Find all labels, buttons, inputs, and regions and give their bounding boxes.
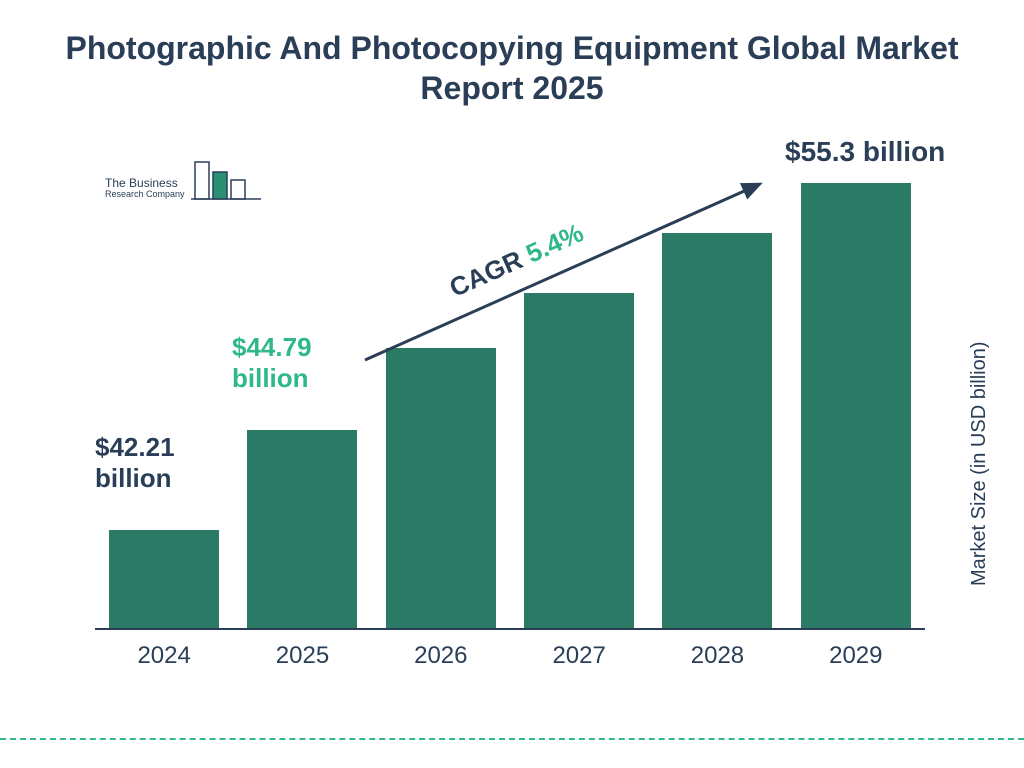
growth-arrow-icon	[0, 0, 1024, 768]
bottom-divider	[0, 738, 1024, 740]
